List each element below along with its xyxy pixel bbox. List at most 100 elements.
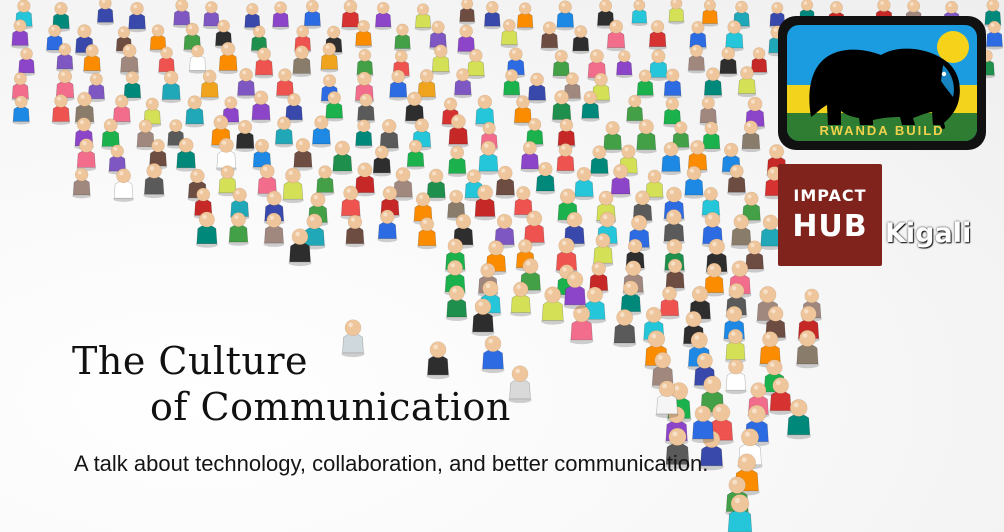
crowd-figure bbox=[744, 240, 765, 273]
crowd-figure bbox=[699, 96, 718, 127]
crowd-figure bbox=[123, 71, 142, 102]
crowd-figure bbox=[175, 137, 197, 172]
crowd-figure bbox=[275, 68, 295, 99]
crowd-figure bbox=[143, 163, 165, 199]
elephant-icon bbox=[809, 48, 960, 129]
crowd-figure bbox=[725, 358, 747, 395]
crowd-figure bbox=[263, 212, 285, 247]
crowd-figure bbox=[426, 341, 450, 380]
crowd-figure bbox=[17, 47, 36, 76]
slide-title-line-2: of Communication bbox=[150, 385, 511, 429]
crowd-figure bbox=[341, 0, 360, 31]
crowd-figure bbox=[345, 214, 365, 248]
crowd-figure bbox=[101, 118, 121, 150]
crowd-figure bbox=[149, 24, 167, 53]
crowd-figure bbox=[591, 72, 611, 104]
crowd-figure bbox=[612, 309, 637, 348]
crowd-figure bbox=[377, 209, 398, 243]
crowd-figure bbox=[727, 164, 747, 196]
crowd-figure bbox=[648, 49, 669, 81]
crowd-figure bbox=[447, 145, 467, 177]
slide-title-line-1: The Culture bbox=[72, 339, 308, 383]
crowd-figure bbox=[683, 165, 705, 199]
impact-hub-line-1: IMPACT bbox=[793, 186, 867, 205]
crowd-figure bbox=[55, 43, 74, 73]
crowd-figure bbox=[663, 68, 682, 99]
crowd-figure bbox=[200, 69, 220, 101]
rwanda-sun-icon bbox=[939, 33, 967, 61]
crowd-figure bbox=[303, 0, 322, 29]
impact-hub-logo: IMPACT HUB bbox=[778, 164, 882, 266]
crowd-figure bbox=[474, 184, 497, 221]
crowd-figure bbox=[620, 280, 642, 316]
crowd-figure bbox=[426, 168, 447, 202]
crowd-figure bbox=[580, 90, 600, 122]
crowd-figure bbox=[341, 319, 365, 358]
crowd-figure bbox=[471, 298, 495, 337]
crowd-figure bbox=[687, 44, 706, 74]
crowd-figure bbox=[602, 121, 623, 154]
crowd-figure bbox=[228, 212, 249, 246]
crowd-figure bbox=[354, 119, 373, 149]
crowd-figure bbox=[664, 427, 691, 469]
crowd-figure bbox=[74, 117, 94, 150]
crowd-figure bbox=[417, 217, 437, 250]
crowd-figure bbox=[606, 19, 626, 52]
crowd-figure bbox=[502, 68, 521, 99]
crowd-figure bbox=[516, 2, 534, 31]
crowd-figure bbox=[96, 0, 115, 26]
crowd-figure bbox=[668, 0, 685, 25]
crowd-figure bbox=[315, 165, 335, 196]
crowd-figure bbox=[510, 281, 532, 317]
crowd-figure bbox=[508, 365, 532, 404]
crowd-figure bbox=[218, 165, 237, 197]
crowd-figure bbox=[495, 165, 516, 199]
crowd-figure bbox=[195, 211, 218, 248]
crowd-figure bbox=[541, 286, 565, 325]
crowd-figure bbox=[379, 118, 400, 152]
crowd-figure bbox=[750, 47, 768, 76]
crowd-figure bbox=[127, 1, 147, 33]
crowd-figure bbox=[466, 48, 486, 80]
crowd-figure bbox=[188, 44, 207, 74]
crowd-figure bbox=[161, 70, 182, 103]
crowd-figure bbox=[388, 69, 408, 101]
crowd-figure bbox=[663, 97, 682, 128]
crowd-figure bbox=[483, 0, 501, 30]
crowd-figure bbox=[157, 46, 176, 75]
crowd-figure bbox=[271, 1, 290, 30]
crowd-figure bbox=[446, 189, 466, 221]
crowd-figure bbox=[701, 211, 724, 248]
crowd-figure bbox=[795, 329, 820, 369]
crowd-figure bbox=[324, 91, 344, 122]
crowd-figure bbox=[72, 167, 91, 199]
slide-title: The Culture of Communication bbox=[72, 338, 511, 430]
crowd-figure bbox=[985, 20, 1004, 50]
crowd-figure bbox=[393, 23, 412, 52]
crowd-figure bbox=[87, 72, 106, 103]
crowd-figure bbox=[737, 66, 757, 97]
crowd-figure bbox=[11, 19, 30, 49]
crowd-figure bbox=[671, 121, 690, 151]
crowd-figure bbox=[202, 1, 220, 30]
crowd-figure bbox=[251, 90, 272, 124]
crowd-figure bbox=[274, 116, 294, 148]
rwanda-build-wordmark: RWANDA BUILD bbox=[819, 123, 945, 138]
crowd-figure bbox=[552, 49, 571, 80]
crowd-figure bbox=[113, 168, 134, 202]
crowd-figure bbox=[563, 271, 587, 310]
crowd-figure bbox=[392, 167, 414, 201]
crowd-figure bbox=[655, 380, 679, 419]
rwanda-build-logo: RWANDA BUILD bbox=[778, 16, 986, 150]
crowd-figure bbox=[184, 95, 205, 128]
crowd-figure bbox=[660, 141, 682, 176]
crowd-figure bbox=[540, 21, 559, 52]
crowd-figure bbox=[535, 161, 556, 195]
crowd-figure bbox=[759, 331, 782, 368]
crowd-figure bbox=[193, 187, 213, 219]
crowd-figure bbox=[112, 94, 132, 125]
crowd-figure bbox=[786, 399, 811, 440]
crowd-figure bbox=[500, 19, 519, 48]
crowd-figure bbox=[172, 0, 191, 29]
